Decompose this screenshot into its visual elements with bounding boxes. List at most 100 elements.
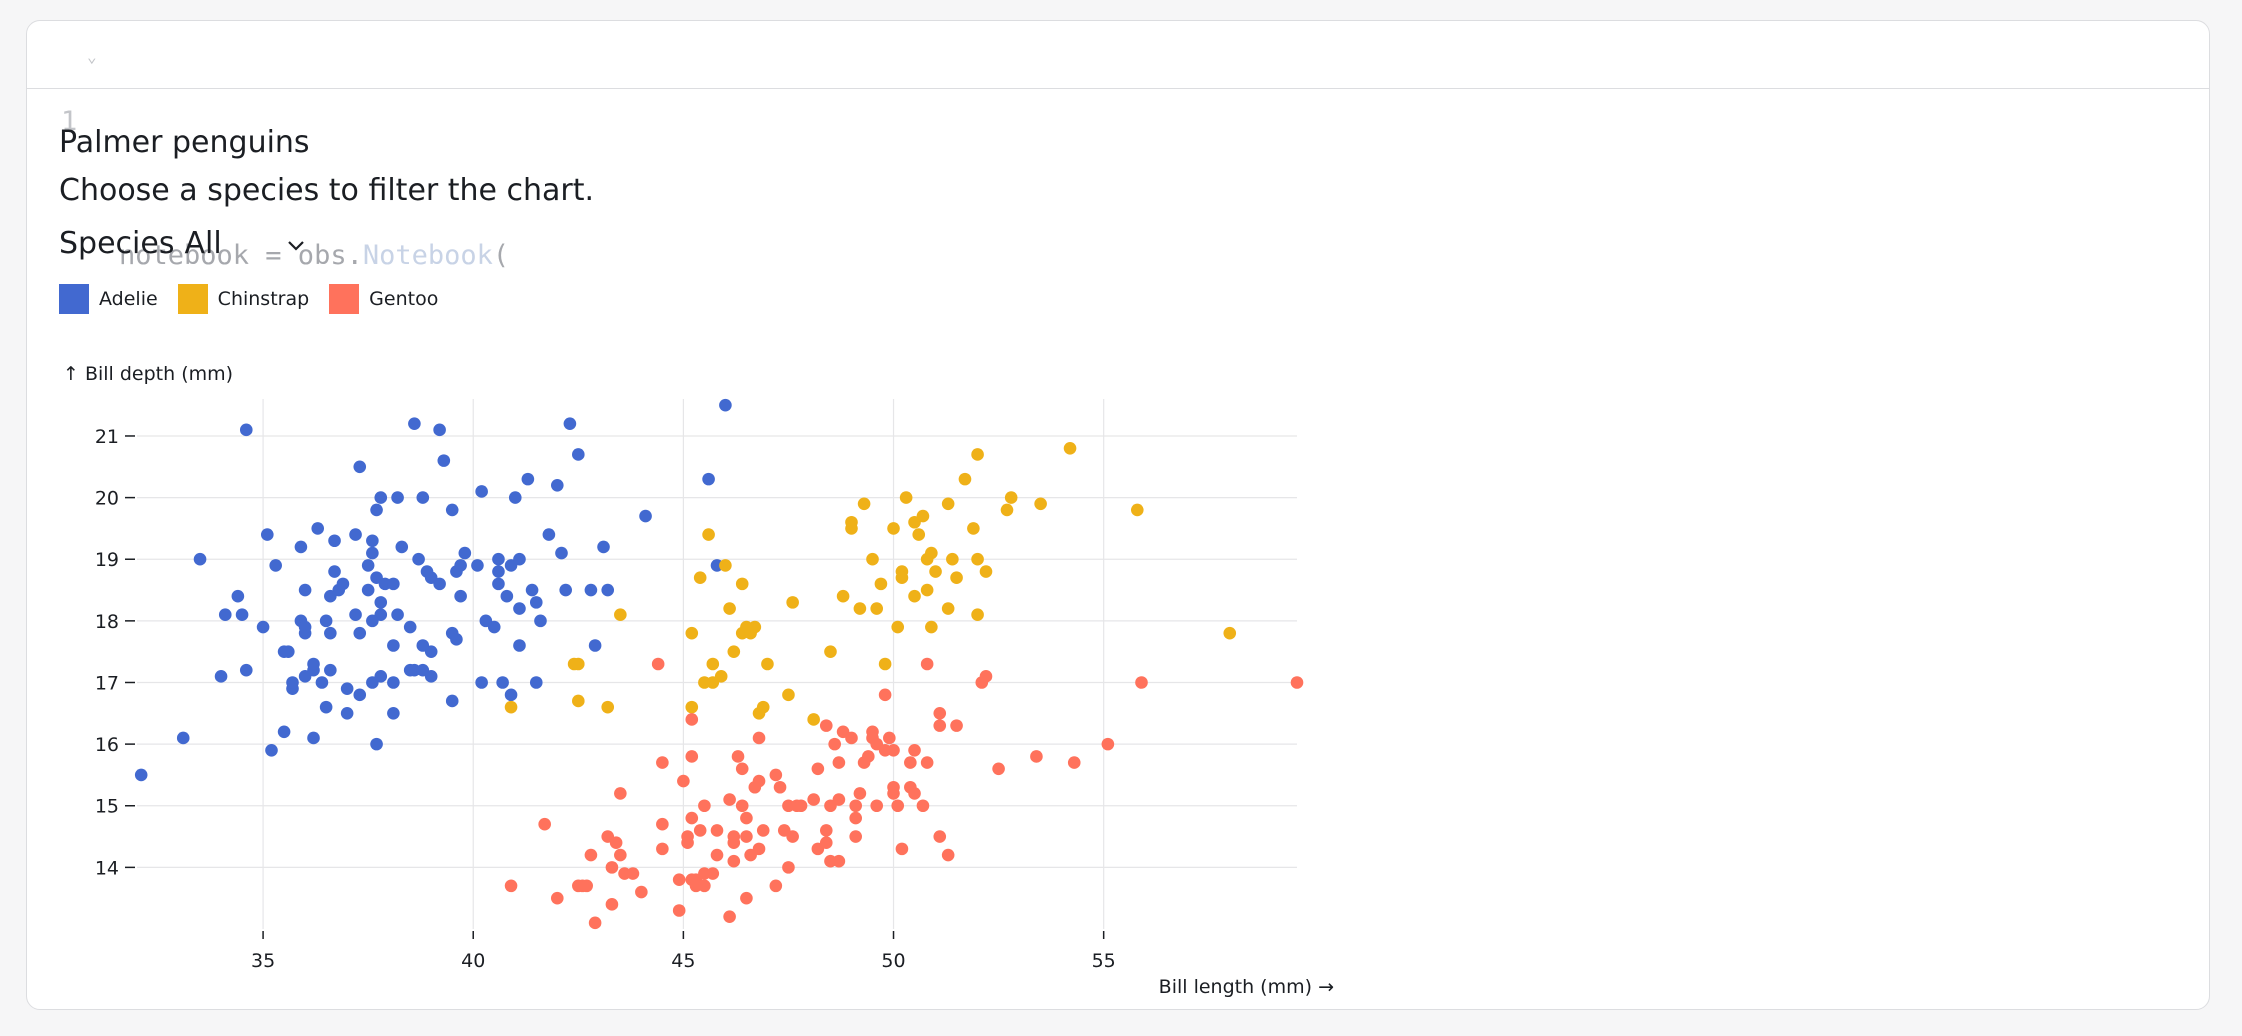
point-gentoo xyxy=(504,879,518,893)
point-gentoo xyxy=(849,830,862,843)
point-gentoo xyxy=(807,793,820,806)
point-adelie xyxy=(492,552,505,566)
point-gentoo xyxy=(891,799,905,813)
point-adelie xyxy=(424,670,438,683)
point-adelie xyxy=(374,596,388,609)
point-adelie xyxy=(424,645,438,658)
point-adelie xyxy=(235,608,249,621)
point-gentoo xyxy=(933,830,947,843)
point-adelie xyxy=(387,577,400,591)
point-gentoo xyxy=(832,756,846,769)
species-select[interactable]: Species All xyxy=(59,221,306,265)
point-gentoo xyxy=(584,848,598,862)
point-adelie xyxy=(370,737,383,751)
fold-chevron-icon[interactable]: ⌄ xyxy=(87,47,97,66)
point-adelie xyxy=(315,676,329,689)
point-gentoo xyxy=(887,780,900,794)
point-chinstrap xyxy=(601,700,615,714)
legend-swatch-adelie xyxy=(59,284,89,314)
point-gentoo xyxy=(811,762,825,776)
point-adelie xyxy=(391,608,404,621)
point-gentoo xyxy=(538,817,551,831)
y-tick-label: 15 xyxy=(95,796,119,818)
point-adelie xyxy=(269,559,282,572)
legend-label-adelie: Adelie xyxy=(99,288,158,310)
point-adelie xyxy=(529,676,543,689)
point-gentoo xyxy=(609,836,623,850)
notebook-cell: 1 ⌄ notebook = obs.Notebook( Palmer peng… xyxy=(26,20,2210,1010)
point-chinstrap xyxy=(912,528,926,541)
point-chinstrap xyxy=(971,448,984,461)
point-adelie xyxy=(504,688,518,702)
point-adelie xyxy=(307,731,320,745)
point-gentoo xyxy=(605,861,619,874)
point-adelie xyxy=(702,472,715,486)
point-chinstrap xyxy=(693,571,707,585)
point-adelie xyxy=(563,417,577,430)
point-gentoo xyxy=(920,657,934,671)
point-gentoo xyxy=(870,799,884,813)
point-gentoo xyxy=(685,750,699,763)
point-chinstrap xyxy=(908,589,921,603)
point-chinstrap xyxy=(878,657,892,671)
point-chinstrap xyxy=(572,657,585,671)
point-gentoo xyxy=(756,824,770,837)
point-adelie xyxy=(366,614,379,628)
point-chinstrap xyxy=(925,620,938,634)
point-gentoo xyxy=(727,854,741,868)
x-tick-label: 55 xyxy=(1092,950,1116,972)
point-chinstrap xyxy=(958,472,972,486)
point-adelie xyxy=(534,614,547,628)
point-chinstrap xyxy=(685,626,699,640)
species-select-label: Species xyxy=(59,225,175,261)
point-chinstrap xyxy=(874,577,888,591)
code-prefix: notebook = obs. xyxy=(119,240,363,271)
species-select-value[interactable]: All xyxy=(184,225,222,261)
point-gentoo xyxy=(878,688,892,702)
point-gentoo xyxy=(819,719,833,732)
point-adelie xyxy=(298,583,312,597)
point-adelie xyxy=(319,700,333,714)
point-chinstrap xyxy=(572,694,585,708)
point-adelie xyxy=(513,552,526,566)
chevron-down-icon[interactable] xyxy=(286,226,306,261)
point-gentoo xyxy=(950,719,963,732)
point-chinstrap xyxy=(857,497,871,511)
point-chinstrap xyxy=(727,645,741,658)
point-gentoo xyxy=(752,731,766,745)
point-adelie xyxy=(298,620,312,634)
point-adelie xyxy=(340,707,354,720)
legend-item-adelie: Adelie xyxy=(59,284,158,314)
point-chinstrap xyxy=(836,589,850,603)
point-chinstrap xyxy=(950,571,963,585)
point-gentoo xyxy=(605,898,619,911)
point-chinstrap xyxy=(719,559,732,572)
point-chinstrap xyxy=(1130,503,1144,517)
point-gentoo xyxy=(740,891,753,905)
y-tick-label: 18 xyxy=(95,611,119,633)
point-adelie xyxy=(328,534,341,548)
point-chinstrap xyxy=(1004,491,1018,504)
page-description: Choose a species to filter the chart. xyxy=(59,173,595,208)
point-gentoo xyxy=(769,768,783,782)
point-adelie xyxy=(471,559,484,572)
code-text[interactable]: notebook = obs.Notebook( xyxy=(119,222,509,289)
point-gentoo xyxy=(904,756,917,769)
point-gentoo xyxy=(672,873,686,886)
point-gentoo xyxy=(656,756,669,769)
legend-swatch-gentoo xyxy=(329,284,360,314)
code-editor-line[interactable]: 1 ⌄ notebook = obs.Notebook( xyxy=(27,21,2209,271)
point-adelie xyxy=(525,583,539,597)
legend-item-chinstrap: Chinstrap xyxy=(177,284,309,314)
point-chinstrap xyxy=(685,700,699,714)
point-gentoo xyxy=(740,811,753,825)
legend-swatch-chinstrap xyxy=(177,284,208,314)
point-gentoo xyxy=(849,799,862,813)
point-adelie xyxy=(370,503,383,517)
point-adelie xyxy=(239,663,253,677)
point-adelie xyxy=(508,491,522,504)
point-adelie xyxy=(597,540,610,554)
point-chinstrap xyxy=(967,522,980,535)
point-adelie xyxy=(639,509,652,523)
point-chinstrap xyxy=(782,688,795,702)
